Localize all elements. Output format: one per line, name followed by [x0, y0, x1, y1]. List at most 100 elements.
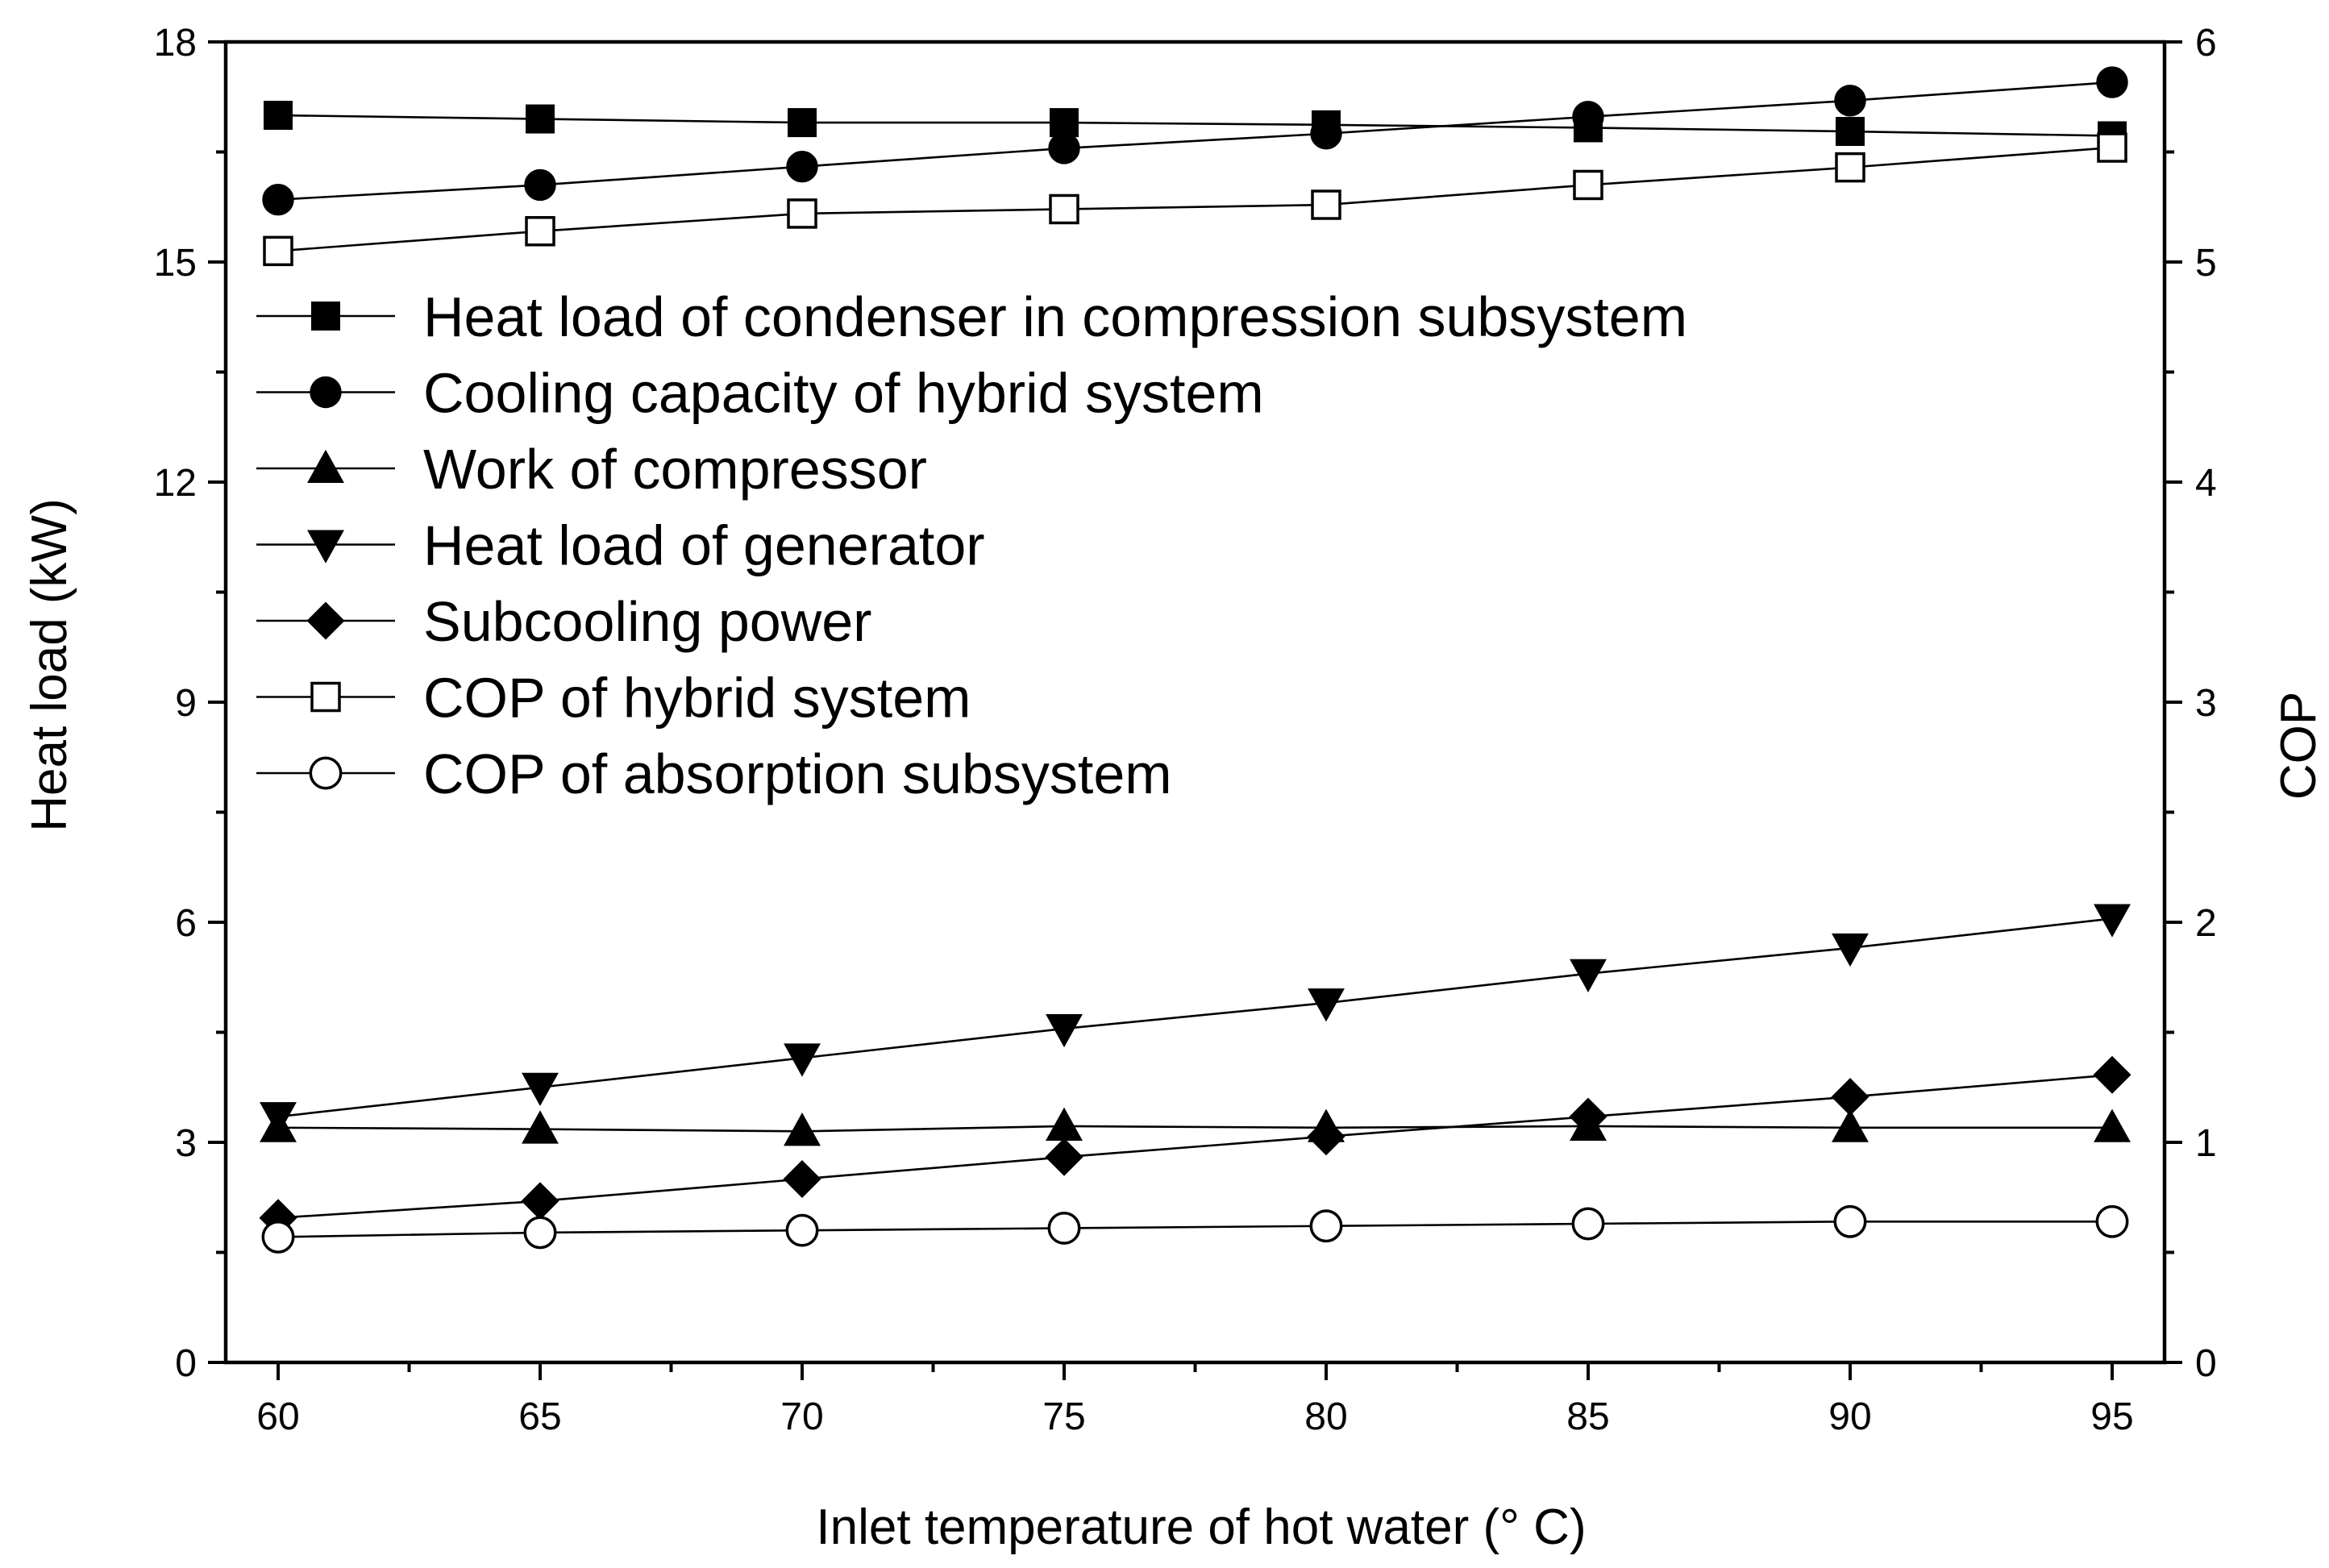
data-point-s7-x60 — [261, 1220, 295, 1254]
series-line-2 — [277, 81, 2113, 201]
data-point-s3-x90 — [1832, 1108, 1869, 1142]
data-point-s4-x85 — [1570, 959, 1607, 993]
data-point-s2-x75 — [1048, 132, 1080, 164]
series-4 — [260, 904, 2131, 1136]
legend-item-3: Work of compressor — [256, 438, 927, 501]
data-point-s7-x65 — [523, 1216, 557, 1250]
data-point-s7-x90 — [1833, 1204, 1867, 1238]
legend-item-5: Subcooling power — [256, 590, 871, 653]
data-point-s4-x70 — [784, 1043, 821, 1077]
y-left-tick-label-12: 12 — [154, 462, 197, 505]
series-line-3 — [277, 1125, 2112, 1133]
data-point-s2-x70 — [786, 151, 818, 183]
data-point-s1-x60 — [264, 101, 293, 130]
y-right-tick-label-2: 2 — [2195, 902, 2217, 945]
data-point-s6-x65 — [525, 216, 555, 247]
legend-marker — [307, 449, 344, 483]
data-point-s4-x90 — [1832, 933, 1869, 967]
data-point-s6-x95 — [2097, 132, 2127, 163]
data-point-s4-x60 — [260, 1102, 297, 1136]
data-point-s4-x75 — [1046, 1013, 1083, 1048]
y-left-axis-ticks: 0 3 6 9 12 15 18 — [154, 22, 226, 1385]
data-point-s6-x85 — [1573, 169, 1603, 201]
data-point-s6-x75 — [1049, 193, 1079, 225]
legend-label: Cooling capacity of hybrid system — [423, 362, 1264, 425]
data-point-s2-x65 — [524, 168, 556, 202]
legend-label: Subcooling power — [423, 590, 871, 653]
x-tick-label-60: 60 — [256, 1395, 299, 1438]
data-point-s3-x70 — [784, 1113, 821, 1146]
x-axis-title: Inlet temperature of hot water (° C) — [816, 1499, 1586, 1555]
series-line-6 — [277, 146, 2113, 252]
legend-label: Heat load of condenser in compression su… — [423, 285, 1687, 348]
data-point-s6-x60 — [263, 235, 293, 267]
x-axis-ticks: 60 65 70 75 80 85 90 95 — [256, 1362, 2134, 1438]
data-point-s1-x65 — [526, 104, 555, 134]
y-left-tick-label-9: 9 — [175, 682, 197, 725]
series-5 — [259, 1055, 2131, 1237]
x-tick-label-80: 80 — [1304, 1395, 1347, 1438]
data-point-s1-x70 — [788, 108, 817, 138]
legend: Heat load of condenser in compression su… — [256, 285, 1687, 805]
legend-label: Heat load of generator — [423, 514, 985, 577]
y-left-tick-label-3: 3 — [175, 1122, 197, 1165]
data-point-s5-x80 — [1307, 1117, 1345, 1156]
series-line-7 — [277, 1220, 2112, 1238]
y-right-tick-label-5: 5 — [2195, 242, 2217, 285]
legend-label: COP of hybrid system — [423, 667, 971, 730]
data-point-s4-x95 — [2094, 904, 2131, 938]
y-right-axis-title: COP — [2271, 692, 2327, 800]
legend-item-1: Heat load of condenser in compression su… — [256, 285, 1687, 348]
y-right-tick-label-6: 6 — [2195, 22, 2217, 64]
data-point-s5-x70 — [783, 1159, 821, 1199]
data-point-s2-x60 — [262, 183, 294, 216]
data-point-s4-x65 — [522, 1072, 559, 1107]
legend-marker — [309, 756, 343, 790]
legend-item-2: Cooling capacity of hybrid system — [256, 362, 1264, 425]
x-tick-label-85: 85 — [1566, 1395, 1609, 1438]
data-point-s3-x75 — [1046, 1107, 1083, 1141]
data-point-s3-x95 — [2094, 1108, 2131, 1142]
data-point-s3-x65 — [522, 1110, 559, 1144]
y-left-tick-label-15: 15 — [154, 242, 197, 285]
data-point-s1-x90 — [1836, 117, 1865, 147]
legend-marker — [310, 681, 341, 713]
data-point-s5-x90 — [1831, 1078, 1869, 1117]
data-point-s5-x95 — [2093, 1055, 2131, 1094]
series-7 — [261, 1204, 2129, 1254]
legend-marker — [311, 302, 340, 331]
data-point-s6-x70 — [787, 198, 817, 229]
data-point-s7-x95 — [2095, 1204, 2129, 1238]
series-2 — [262, 66, 2128, 216]
legend-marker — [307, 530, 344, 564]
data-point-s5-x85 — [1569, 1097, 1607, 1136]
y-right-tick-label-1: 1 — [2195, 1122, 2217, 1165]
legend-item-7: COP of absorption subsystem — [256, 742, 1172, 805]
series-3 — [260, 1107, 2131, 1146]
x-tick-label-90: 90 — [1828, 1395, 1871, 1438]
x-tick-label-95: 95 — [2090, 1395, 2133, 1438]
legend-label: Work of compressor — [423, 438, 927, 501]
data-point-s2-x80 — [1310, 118, 1342, 150]
series-line-5 — [277, 1073, 2113, 1220]
y-right-tick-label-4: 4 — [2195, 462, 2217, 505]
x-tick-label-70: 70 — [780, 1395, 823, 1438]
y-right-tick-label-0: 0 — [2195, 1342, 2217, 1385]
series-6 — [263, 132, 2127, 267]
data-point-s7-x85 — [1571, 1207, 1605, 1241]
x-tick-label-65: 65 — [518, 1395, 561, 1438]
data-point-s4-x80 — [1308, 988, 1345, 1022]
data-point-s1-x75 — [1050, 108, 1079, 138]
legend-item-4: Heat load of generator — [256, 514, 985, 577]
legend-label: COP of absorption subsystem — [423, 742, 1172, 805]
y-left-tick-label-0: 0 — [175, 1342, 197, 1385]
data-point-s5-x75 — [1045, 1138, 1083, 1176]
y-left-tick-label-18: 18 — [154, 22, 197, 64]
y-right-tick-label-3: 3 — [2195, 682, 2217, 725]
data-point-s6-x90 — [1835, 152, 1865, 183]
series-line-1 — [277, 114, 2113, 137]
x-tick-label-75: 75 — [1042, 1395, 1085, 1438]
data-point-s5-x65 — [521, 1182, 559, 1221]
data-point-s6-x80 — [1311, 189, 1341, 220]
